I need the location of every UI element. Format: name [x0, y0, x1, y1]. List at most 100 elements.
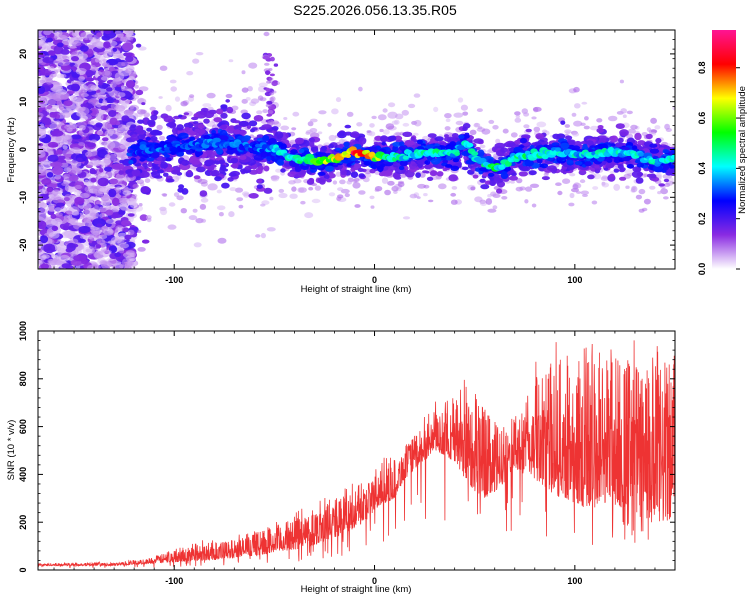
- spectrogram-blob: [41, 254, 50, 259]
- spectrogram-blob: [87, 161, 94, 168]
- spectrogram-blob: [228, 59, 234, 63]
- spectrogram-blob: [133, 202, 139, 206]
- spectrogram-blob: [176, 124, 184, 131]
- spectrogram-blob: [217, 237, 227, 244]
- spectrogram-blob: [613, 168, 620, 173]
- spectrogram-blob: [557, 190, 563, 196]
- spectrogram-blob: [280, 125, 290, 131]
- spectrogram-blob: [80, 31, 93, 39]
- spectrogram-blob: [79, 125, 86, 131]
- spectrogram-blob: [591, 200, 598, 205]
- spectrogram-blob: [137, 134, 145, 140]
- spectrogram-blob: [38, 207, 48, 215]
- spectrogram-blob: [650, 117, 657, 124]
- spectrogram-blob: [171, 169, 181, 175]
- spectrogram-blob: [111, 163, 125, 170]
- spectrogram-blob: [108, 188, 117, 198]
- spectrogram-blob: [473, 138, 484, 144]
- spectrogram-blob: [70, 134, 82, 140]
- spectrogram-blob: [95, 112, 104, 121]
- spectrogram-blob: [99, 168, 104, 173]
- spectrogram-blob: [473, 122, 481, 128]
- spectrogram-blob: [576, 191, 582, 194]
- spectrogram-blob: [358, 86, 363, 92]
- spectrogram-blob: [191, 159, 201, 165]
- spectrogram-blob: [535, 133, 544, 140]
- spectrogram-blob: [109, 117, 118, 126]
- spectrogram-blob: [350, 131, 360, 139]
- spectrogram-blob: [78, 107, 86, 112]
- spectrogram-blob: [658, 183, 666, 187]
- spectrogram-blob: [239, 129, 247, 136]
- spectrogram-blob: [167, 224, 177, 230]
- spectrogram-blob: [311, 198, 321, 204]
- spectrogram-blob: [118, 249, 125, 254]
- spectrogram-blob: [619, 129, 629, 137]
- spectrogram-blob: [339, 179, 346, 185]
- spectrogram-blob: [90, 85, 99, 92]
- spectrogram-blob: [127, 66, 135, 72]
- spectrogram-blob: [122, 42, 134, 51]
- spectrogram-blob: [105, 209, 114, 216]
- spectrogram-blob: [69, 94, 77, 100]
- spectrogram-blob: [649, 185, 656, 190]
- spectrogram-blob: [192, 208, 198, 213]
- spectrogram-blob: [596, 118, 603, 123]
- spectrogram-blob: [77, 95, 85, 101]
- spectrogram-blob: [48, 50, 56, 56]
- spectrogram-blob: [453, 112, 464, 118]
- spectrogram-blob: [103, 261, 113, 268]
- spectrogram-blob: [112, 47, 118, 52]
- spectrogram-blob: [581, 101, 588, 105]
- spectrogram-blob: [38, 213, 48, 222]
- spectrogram-blob: [218, 159, 226, 165]
- spectrogram-blob: [38, 95, 46, 100]
- spectrogram-blob: [280, 168, 286, 173]
- spectrogram-blob: [474, 196, 483, 203]
- spectrogram-blob: [124, 234, 132, 240]
- spectrogram-blob: [529, 183, 540, 188]
- spectrogram-blob: [178, 184, 185, 189]
- spectrogram-blob: [255, 167, 263, 174]
- spectrogram-blob: [43, 243, 56, 254]
- spectrogram-blob: [104, 30, 112, 35]
- spectrogram-blob: [536, 121, 547, 128]
- spectrogram-blob: [43, 117, 52, 126]
- spectrogram-blob: [184, 127, 191, 131]
- spectrogram-blob: [74, 196, 85, 205]
- spectrogram-blob: [125, 55, 134, 63]
- spectrogram-blob: [358, 136, 367, 145]
- spectrogram-blob: [79, 238, 86, 243]
- spectrogram-blob: [187, 169, 192, 174]
- spectrogram-blob: [260, 203, 266, 207]
- spectrogram-blob: [238, 204, 244, 209]
- spectrogram-blob: [181, 188, 189, 195]
- spectrogram-blob: [230, 157, 239, 164]
- spectrogram-blob: [263, 31, 270, 37]
- spectrogram-blob: [39, 188, 46, 194]
- spectrogram-blob: [472, 174, 479, 179]
- spectrogram-blob: [135, 125, 144, 131]
- spectrogram-blob: [634, 132, 642, 141]
- spectrogram-blob: [444, 113, 452, 119]
- spectrogram-blob: [388, 102, 396, 108]
- spectrogram-blob: [518, 171, 528, 177]
- spectrogram-blob: [71, 238, 79, 245]
- spectrogram-blob: [115, 62, 126, 67]
- spectrogram-blob: [103, 158, 111, 164]
- spectrogram-blob: [560, 120, 566, 125]
- spectrogram-blob: [487, 208, 497, 213]
- spectrogram-blob: [135, 43, 142, 48]
- spectrogram-blob: [84, 179, 90, 184]
- spectrogram-blob: [156, 169, 164, 174]
- spectrogram-blob: [402, 131, 413, 137]
- spectrogram-blob: [207, 183, 218, 191]
- spectrogram-blob: [625, 185, 630, 189]
- spectrogram-blob: [291, 127, 297, 131]
- spectrogram-blob: [654, 125, 661, 130]
- spectrogram-blob: [129, 258, 137, 262]
- spectrogram-blob: [123, 109, 134, 116]
- spectrogram-blob: [50, 120, 58, 124]
- spectrogram-blob: [572, 184, 579, 190]
- spectrogram-blob: [52, 166, 64, 176]
